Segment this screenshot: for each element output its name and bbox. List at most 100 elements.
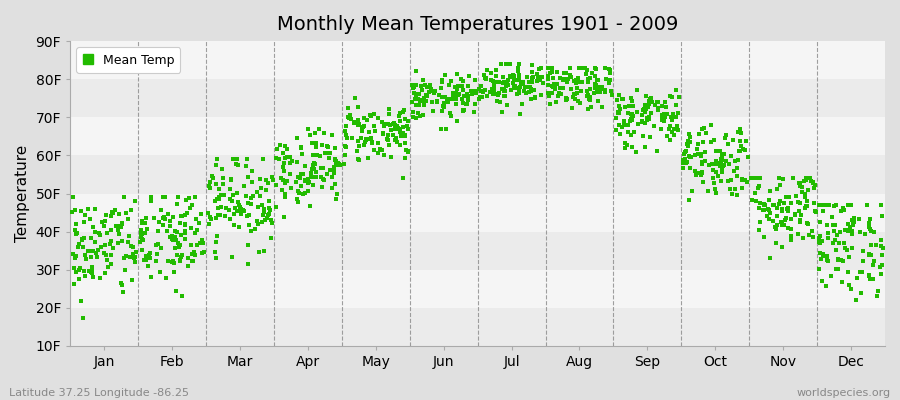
Point (122, 232, 137, 239)
Point (544, 90, 559, 96)
Point (367, 111, 382, 117)
Point (306, 182, 320, 189)
Point (778, 214, 793, 221)
Point (436, 104, 451, 110)
Point (454, 83, 468, 89)
Point (496, 73, 510, 80)
Point (508, 76, 522, 83)
Point (85, 267, 99, 274)
Point (359, 137, 374, 143)
Point (248, 226, 262, 232)
Point (87, 239, 102, 246)
Point (559, 95, 573, 101)
Point (212, 195, 226, 202)
Point (379, 120, 393, 127)
Point (850, 274, 865, 281)
Point (616, 118, 631, 124)
Point (317, 177, 331, 184)
Point (417, 98, 431, 104)
Point (677, 151, 691, 157)
Point (715, 169, 729, 175)
Point (625, 117, 639, 124)
Point (733, 148, 747, 154)
Point (543, 101, 557, 108)
Point (142, 255, 157, 262)
Point (819, 202, 833, 208)
Point (454, 83, 469, 90)
Point (344, 116, 358, 123)
Point (618, 104, 633, 110)
Point (159, 228, 174, 234)
Point (294, 144, 309, 150)
Point (825, 214, 840, 220)
Point (829, 246, 843, 253)
Point (154, 207, 168, 213)
Point (589, 66, 603, 72)
Point (351, 104, 365, 110)
Point (578, 64, 592, 71)
Point (320, 144, 335, 150)
Point (572, 79, 586, 86)
Point (782, 194, 796, 200)
Point (68, 227, 82, 234)
Point (837, 207, 851, 213)
Point (800, 220, 814, 226)
Point (778, 217, 793, 223)
Point (554, 84, 568, 91)
Point (626, 113, 640, 119)
Point (328, 144, 342, 151)
Point (482, 89, 497, 95)
Point (409, 92, 423, 99)
Point (625, 98, 639, 105)
Point (569, 80, 583, 86)
Point (760, 212, 775, 219)
Point (341, 105, 356, 111)
Point (541, 90, 555, 96)
Point (815, 253, 830, 259)
Point (623, 118, 637, 124)
Point (183, 205, 197, 212)
Point (719, 158, 733, 164)
Point (718, 134, 733, 141)
Point (157, 214, 171, 220)
Point (202, 214, 217, 220)
Point (406, 109, 420, 116)
Point (564, 105, 579, 111)
Point (151, 219, 166, 226)
Point (774, 221, 788, 228)
Point (278, 190, 293, 197)
Point (303, 174, 318, 180)
Point (715, 164, 729, 170)
Point (812, 265, 826, 272)
Point (793, 199, 807, 206)
Point (563, 74, 578, 80)
Point (280, 154, 294, 161)
Point (580, 93, 594, 100)
Y-axis label: Temperature: Temperature (15, 145, 30, 242)
Point (483, 70, 498, 77)
Point (338, 160, 352, 167)
Point (237, 183, 251, 190)
Point (225, 197, 239, 204)
Point (356, 123, 371, 129)
Point (780, 206, 795, 212)
Point (302, 178, 316, 185)
Point (272, 156, 286, 162)
Point (84, 248, 98, 254)
Point (546, 84, 561, 90)
Point (680, 138, 695, 144)
Point (195, 250, 210, 256)
Point (793, 180, 807, 186)
Point (783, 233, 797, 240)
Point (867, 258, 881, 264)
Point (770, 240, 784, 246)
Point (551, 93, 565, 99)
Point (480, 67, 494, 74)
Point (284, 160, 298, 166)
Point (757, 234, 771, 240)
Point (842, 224, 857, 231)
Point (389, 135, 403, 141)
Point (338, 152, 352, 158)
Point (594, 86, 608, 92)
Point (398, 133, 412, 139)
